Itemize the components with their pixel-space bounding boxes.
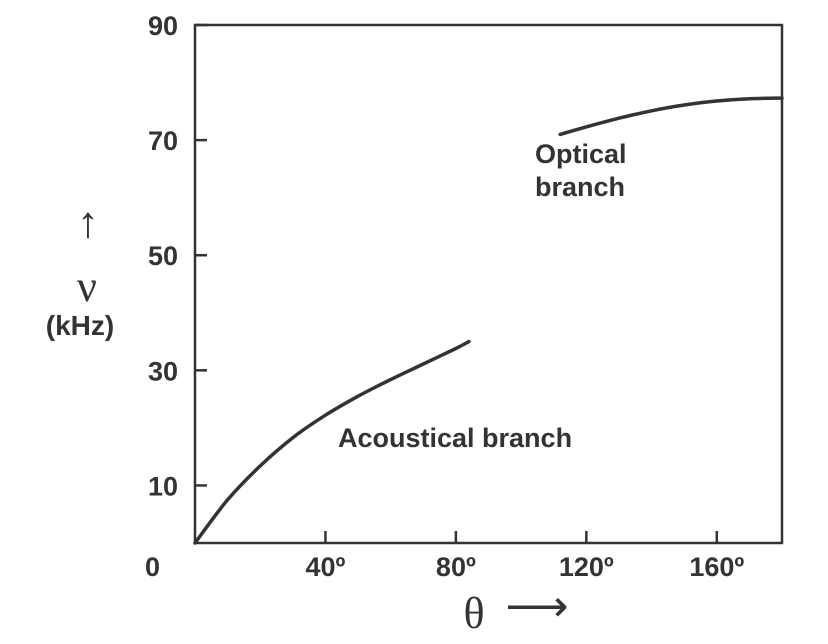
annotation-optical-line2: branch: [535, 172, 625, 202]
y-tick-label: 90: [148, 11, 178, 41]
y-tick-label: 50: [148, 241, 178, 271]
ylabel-arrow: ↑: [77, 198, 99, 247]
ylabel-nu: ν: [77, 262, 97, 311]
y-axis-ticks: 10 30 50 70 90: [148, 11, 207, 501]
optical-branch-curve: [558, 96, 784, 137]
acoustical-branch-curve: [193, 339, 471, 545]
annotation-acoustical-branch: Acoustical branch: [338, 423, 572, 453]
y-tick-label: 70: [148, 126, 178, 156]
x-tick-label: 160º: [689, 552, 744, 582]
x-tick-label: 120º: [559, 552, 614, 582]
x-axis-ticks: 40º 80º 120º 160º: [305, 531, 744, 582]
plot-frame: [193, 23, 784, 545]
xlabel-theta: θ: [463, 589, 484, 638]
annotation-optical-line1: Optical: [535, 139, 627, 169]
x-tick-label: 40º: [305, 552, 345, 582]
ylabel-unit: (kHz): [46, 310, 114, 341]
y-tick-label: 10: [148, 471, 178, 501]
xlabel-arrow: ⟶: [505, 582, 568, 631]
x-tick-label: 80º: [436, 552, 476, 582]
y-tick-label: 30: [148, 356, 178, 386]
origin-label: 0: [145, 552, 160, 582]
series-layer: [193, 96, 784, 545]
